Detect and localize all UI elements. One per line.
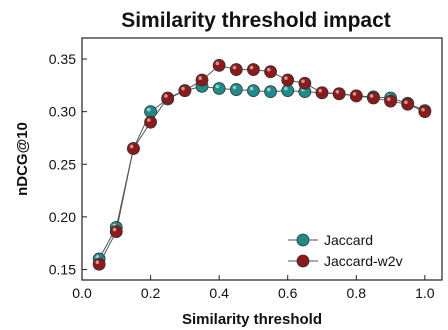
legend-marker <box>296 233 310 247</box>
data-point <box>247 63 260 76</box>
x-tick-label: 0.8 <box>347 285 367 301</box>
y-tick-label: 0.15 <box>49 261 76 277</box>
point-highlight <box>352 92 357 96</box>
plot-area <box>81 37 443 281</box>
y-tick-label: 0.20 <box>49 209 76 225</box>
legend-marker <box>296 254 310 268</box>
data-point <box>92 257 106 271</box>
legend-item: Jaccard-w2v <box>288 253 403 269</box>
x-tick-label: 0.4 <box>209 285 229 301</box>
x-tick-label: 0.0 <box>72 285 92 301</box>
point-highlight <box>266 67 271 72</box>
data-point <box>161 91 175 105</box>
point-highlight <box>404 100 408 105</box>
x-tick-label: 0.2 <box>141 285 161 301</box>
point-highlight <box>284 76 288 80</box>
data-point <box>195 73 209 87</box>
y-axis-label: nDCG@10 <box>14 122 31 196</box>
data-point <box>144 115 157 129</box>
point-highlight <box>146 107 151 112</box>
y-tick-label: 0.30 <box>49 104 76 120</box>
x-tick-label: 0.6 <box>278 285 298 301</box>
point-highlight <box>232 65 237 70</box>
y-tick-label: 0.35 <box>49 51 76 67</box>
point-highlight <box>249 65 254 70</box>
point-highlight <box>95 260 100 265</box>
data-point <box>315 86 329 100</box>
point-highlight <box>198 76 202 80</box>
data-point <box>349 89 363 103</box>
x-axis-label: Similarity threshold <box>182 311 322 328</box>
data-point <box>367 91 380 105</box>
point-highlight <box>215 84 220 89</box>
data-point <box>247 84 260 98</box>
legend-item: Jaccard <box>288 232 373 248</box>
y-tick-label: 0.25 <box>49 156 76 172</box>
data-point <box>332 87 346 101</box>
point-highlight <box>112 227 117 232</box>
data-point <box>127 142 140 155</box>
point-highlight <box>386 97 391 101</box>
data-point <box>298 76 312 90</box>
data-point <box>418 105 432 119</box>
point-highlight <box>129 144 134 149</box>
chart-title: Similarity threshold impact <box>121 9 391 32</box>
legend-label: Jaccard-w2v <box>324 253 403 269</box>
point-highlight <box>369 94 374 98</box>
legend-label: Jaccard <box>324 232 373 248</box>
point-highlight <box>215 61 220 66</box>
data-point <box>212 58 226 72</box>
point-highlight <box>181 86 185 91</box>
series-layer <box>92 58 432 271</box>
x-tick-label: 1.0 <box>415 285 435 301</box>
point-highlight <box>301 79 305 84</box>
point-highlight <box>95 255 100 259</box>
data-point <box>178 84 192 98</box>
point-highlight <box>164 94 168 98</box>
point-highlight <box>335 89 340 94</box>
point-highlight <box>266 87 271 92</box>
series-jaccard-w2v <box>92 58 432 271</box>
data-point <box>229 63 243 76</box>
data-point <box>281 73 295 87</box>
data-point <box>384 94 397 108</box>
point-highlight <box>146 118 151 122</box>
point-highlight <box>318 88 323 93</box>
y-axis: 0.15 0.20 0.25 0.30 0.35 <box>49 51 87 277</box>
x-axis: 0.0 0.2 0.4 0.6 0.8 1.0 <box>72 275 435 301</box>
point-highlight <box>232 85 237 90</box>
data-point <box>109 225 123 239</box>
data-point <box>212 82 226 95</box>
data-point <box>229 83 243 96</box>
data-point <box>264 85 277 99</box>
data-point <box>264 65 277 79</box>
legend: Jaccard Jaccard-w2v <box>288 232 403 269</box>
point-highlight <box>284 86 288 91</box>
point-highlight <box>249 86 254 91</box>
data-point <box>401 97 415 111</box>
point-highlight <box>421 107 425 112</box>
